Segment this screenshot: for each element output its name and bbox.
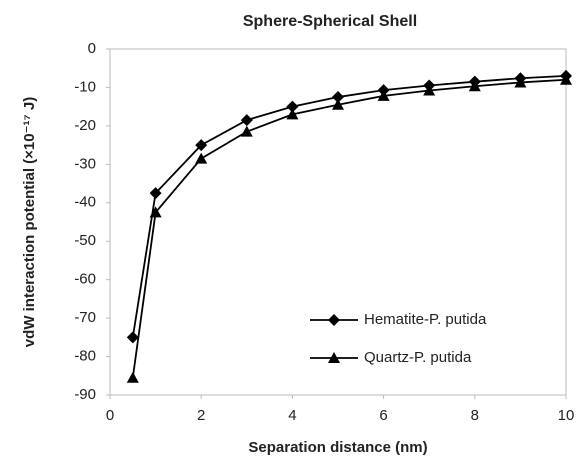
marker xyxy=(332,91,344,104)
x-tick-label: 8 xyxy=(471,407,479,424)
y-axis-label: vdW interaction potential (×10⁻¹⁷ J) xyxy=(21,97,38,347)
legend-label: Quartz-P. putida xyxy=(364,349,472,366)
marker xyxy=(328,314,340,326)
marker xyxy=(240,125,253,137)
y-tick-label: -60 xyxy=(74,271,96,288)
y-tick-label: -70 xyxy=(74,309,96,326)
x-tick-label: 2 xyxy=(197,407,205,424)
x-axis-label: Separation distance (nm) xyxy=(248,439,427,456)
marker xyxy=(286,108,299,120)
y-tick-label: -50 xyxy=(74,232,96,249)
x-tick-label: 0 xyxy=(106,407,114,424)
marker xyxy=(514,76,527,88)
marker xyxy=(328,352,340,363)
y-tick-label: -30 xyxy=(74,155,96,172)
y-tick-label: -90 xyxy=(74,386,96,403)
y-tick-label: -40 xyxy=(74,194,96,211)
plot-border xyxy=(109,48,567,396)
marker xyxy=(286,100,299,113)
marker xyxy=(468,80,481,92)
series-line xyxy=(131,78,567,378)
chart-title: Sphere-Spherical Shell xyxy=(243,13,417,30)
marker xyxy=(195,152,208,164)
marker xyxy=(560,73,572,85)
y-tick-label: -20 xyxy=(74,117,96,134)
series-line xyxy=(131,75,567,338)
x-tick-label: 4 xyxy=(288,407,296,424)
x-tick-label: 10 xyxy=(558,407,575,424)
marker xyxy=(126,331,139,344)
legend-label: Hematite-P. putida xyxy=(364,311,487,328)
y-tick-label: -10 xyxy=(74,78,96,95)
marker xyxy=(423,84,436,96)
marker xyxy=(195,139,208,152)
marker xyxy=(149,187,162,200)
x-tick-label: 6 xyxy=(379,407,387,424)
marker xyxy=(240,114,253,127)
y-tick-label: -80 xyxy=(74,348,96,365)
marker xyxy=(377,89,390,101)
marker xyxy=(126,371,139,383)
marker xyxy=(332,98,344,110)
marker xyxy=(149,206,162,218)
y-tick-label: 0 xyxy=(88,40,96,57)
